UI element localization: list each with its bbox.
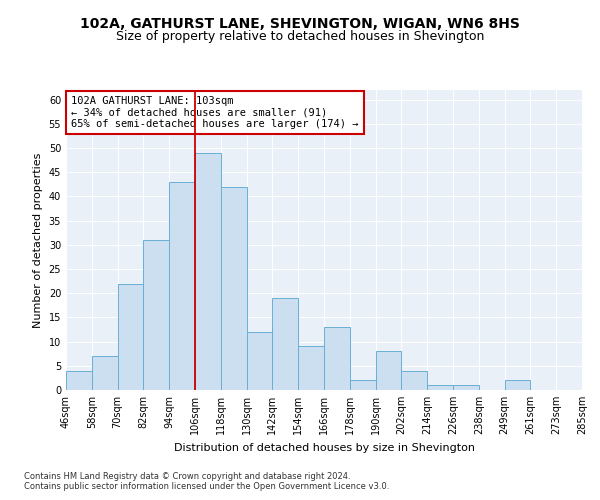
Bar — [505, 380, 530, 390]
X-axis label: Distribution of detached houses by size in Shevington: Distribution of detached houses by size … — [173, 442, 475, 452]
Bar — [324, 327, 350, 390]
Bar — [272, 298, 298, 390]
Bar — [401, 370, 427, 390]
Text: 102A, GATHURST LANE, SHEVINGTON, WIGAN, WN6 8HS: 102A, GATHURST LANE, SHEVINGTON, WIGAN, … — [80, 18, 520, 32]
Bar — [350, 380, 376, 390]
Bar — [376, 352, 401, 390]
Bar — [247, 332, 272, 390]
Bar — [143, 240, 169, 390]
Bar — [453, 385, 479, 390]
Bar — [92, 356, 118, 390]
Bar — [195, 153, 221, 390]
Bar — [66, 370, 92, 390]
Bar — [427, 385, 453, 390]
Bar — [298, 346, 324, 390]
Text: Contains HM Land Registry data © Crown copyright and database right 2024.: Contains HM Land Registry data © Crown c… — [24, 472, 350, 481]
Text: Contains public sector information licensed under the Open Government Licence v3: Contains public sector information licen… — [24, 482, 389, 491]
Bar — [118, 284, 143, 390]
Bar — [169, 182, 195, 390]
Text: Size of property relative to detached houses in Shevington: Size of property relative to detached ho… — [116, 30, 484, 43]
Y-axis label: Number of detached properties: Number of detached properties — [33, 152, 43, 328]
Text: 102A GATHURST LANE: 103sqm
← 34% of detached houses are smaller (91)
65% of semi: 102A GATHURST LANE: 103sqm ← 34% of deta… — [71, 96, 359, 129]
Bar — [221, 187, 247, 390]
